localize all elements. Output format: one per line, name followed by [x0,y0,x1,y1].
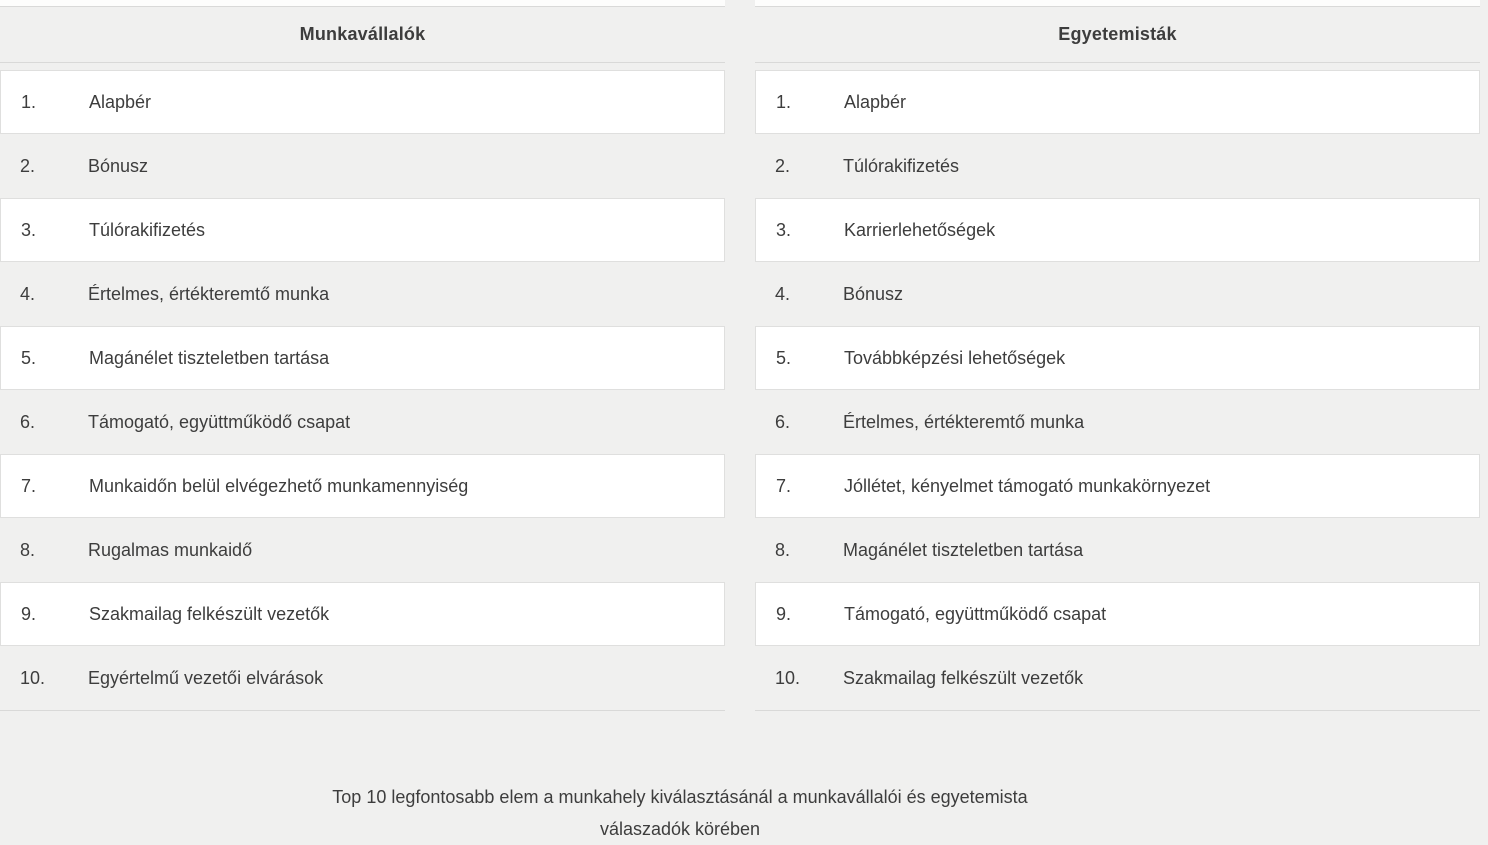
row-rank: 2. [20,155,36,176]
row-rank: 3. [776,219,792,240]
table-row: 6. Értelmes, értékteremtő munka [755,390,1480,454]
employees-table-body: 1. Alapbér 2. Bónusz 3. Túlórakifizetés … [0,70,725,711]
ranking-tables: Munkavállalók 1. Alapbér 2. Bónusz 3. Tú… [0,0,1480,711]
row-rank: 3. [21,219,37,240]
row-rank: 1. [776,91,792,112]
row-label: Túlórakifizetés [89,219,206,240]
row-label: Rugalmas munkaidő [88,539,253,560]
table-row: 9. Szakmailag felkészült vezetők [0,582,725,646]
row-label: Értelmes, értékteremtő munka [88,283,330,304]
row-label: Továbbképzési lehetőségek [844,347,1066,368]
table-row: 4. Bónusz [755,262,1480,326]
table-row: 9. Támogató, együttműködő csapat [755,582,1480,646]
table-row: 10. Szakmailag felkészült vezetők [755,646,1480,710]
table-row: 8. Magánélet tiszteletben tartása [755,518,1480,582]
row-label: Alapbér [844,91,907,112]
row-rank: 6. [775,411,791,432]
row-label: Karrierlehetőségek [844,219,996,240]
table-title: Munkavállalók [299,24,426,44]
row-rank: 2. [775,155,791,176]
row-label: Szakmailag felkészült vezetők [89,603,330,624]
row-label: Magánélet tiszteletben tartása [843,539,1084,560]
table-row: 2. Túlórakifizetés [755,134,1480,198]
row-label: Magánélet tiszteletben tartása [89,347,330,368]
table-row: 1. Alapbér [755,70,1480,134]
caption-line-1: Top 10 legfontosabb elem a munkahely kiv… [332,787,1028,807]
row-rank: 10. [20,667,46,688]
table-row: 5. Magánélet tiszteletben tartása [0,326,725,390]
row-rank: 7. [21,475,37,496]
row-rank: 4. [20,283,36,304]
row-rank: 10. [775,667,801,688]
table-row: 4. Értelmes, értékteremtő munka [0,262,725,326]
row-rank: 8. [20,539,36,560]
table-row: 8. Rugalmas munkaidő [0,518,725,582]
table-row: 2. Bónusz [0,134,725,198]
row-label: Szakmailag felkészült vezetők [843,667,1084,688]
row-rank: 4. [775,283,791,304]
students-table: Egyetemisták 1. Alapbér 2. Túlórakifizet… [755,0,1480,711]
row-label: Értelmes, értékteremtő munka [843,411,1085,432]
row-rank: 7. [776,475,792,496]
row-label: Túlórakifizetés [843,155,960,176]
students-table-body: 1. Alapbér 2. Túlórakifizetés 3. Karrier… [755,70,1480,711]
table-row: 7. Munkaidőn belül elvégezhető munkamenn… [0,454,725,518]
row-label: Támogató, együttműködő csapat [88,411,351,432]
caption-line-2: válaszadók körében [599,819,761,839]
employees-table-header: Munkavállalók [0,6,725,63]
row-rank: 5. [776,347,792,368]
row-rank: 9. [776,603,792,624]
row-label: Alapbér [89,91,152,112]
top-strip [755,0,1480,6]
table-row: 6. Támogató, együttműködő csapat [0,390,725,454]
table-row: 10. Egyértelmű vezetői elvárások [0,646,725,710]
students-table-header: Egyetemisták [755,6,1480,63]
top-strip [0,0,725,6]
table-row: 7. Jóllétet, kényelmet támogató munkakör… [755,454,1480,518]
row-label: Egyértelmű vezetői elvárások [88,667,324,688]
row-rank: 5. [21,347,37,368]
row-rank: 1. [21,91,37,112]
table-row: 5. Továbbképzési lehetőségek [755,326,1480,390]
employees-table: Munkavállalók 1. Alapbér 2. Bónusz 3. Tú… [0,0,725,711]
row-label: Bónusz [88,155,149,176]
row-rank: 6. [20,411,36,432]
row-label: Bónusz [843,283,904,304]
table-row: 3. Karrierlehetőségek [755,198,1480,262]
row-rank: 9. [21,603,37,624]
table-row: 3. Túlórakifizetés [0,198,725,262]
table-row: 1. Alapbér [0,70,725,134]
row-label: Munkaidőn belül elvégezhető munkamennyis… [89,475,469,496]
row-label: Támogató, együttműködő csapat [844,603,1107,624]
row-label: Jóllétet, kényelmet támogató munkakörnye… [844,475,1211,496]
table-title: Egyetemisták [1058,24,1177,44]
figure-caption: Top 10 legfontosabb elem a munkahely kiv… [0,781,1360,845]
row-rank: 8. [775,539,791,560]
